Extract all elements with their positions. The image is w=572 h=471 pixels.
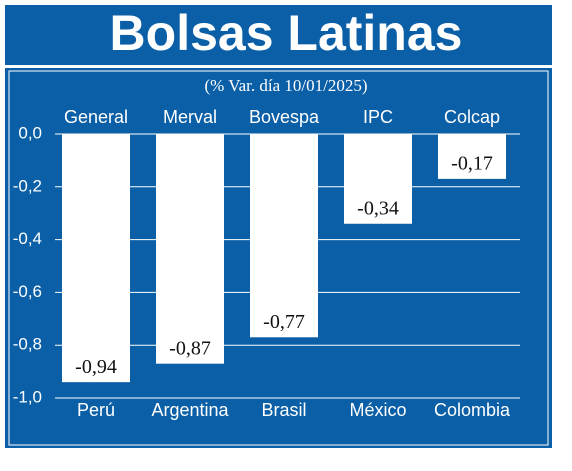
bar: [438, 134, 506, 179]
y-tick-label: -0,4: [13, 229, 42, 248]
chart-frame: [8, 70, 549, 446]
y-tick-label: 0,0: [18, 123, 42, 142]
bar: [156, 134, 224, 364]
x-tick-label: Perú: [77, 400, 115, 420]
x-tick-label: Brasil: [261, 400, 306, 420]
x-tick-label: Argentina: [151, 400, 229, 420]
bar: [250, 134, 318, 338]
x-tick-label: México: [349, 400, 406, 420]
index-name: IPC: [363, 107, 393, 127]
y-tick-label: -1,0: [13, 387, 42, 406]
chart-title: Bolsas Latinas: [110, 5, 463, 61]
bar: [344, 134, 412, 224]
index-name: Merval: [163, 107, 217, 127]
value-label: -0,17: [451, 152, 493, 174]
value-label: -0,87: [169, 337, 211, 359]
title-box: [5, 5, 552, 65]
value-label: -0,34: [357, 197, 399, 219]
value-label: -0,94: [75, 356, 117, 378]
y-tick-label: -0,2: [13, 176, 42, 195]
index-name: General: [64, 107, 128, 127]
x-tick-label: Colombia: [434, 400, 511, 420]
index-name: Colcap: [444, 107, 500, 127]
y-tick-label: -0,8: [13, 335, 42, 354]
chart-subtitle: (% Var. día 10/01/2025): [204, 76, 367, 95]
bar: [62, 134, 130, 383]
index-name: Bovespa: [249, 107, 320, 127]
value-label: -0,77: [263, 311, 305, 333]
y-tick-label: -0,6: [13, 282, 42, 301]
